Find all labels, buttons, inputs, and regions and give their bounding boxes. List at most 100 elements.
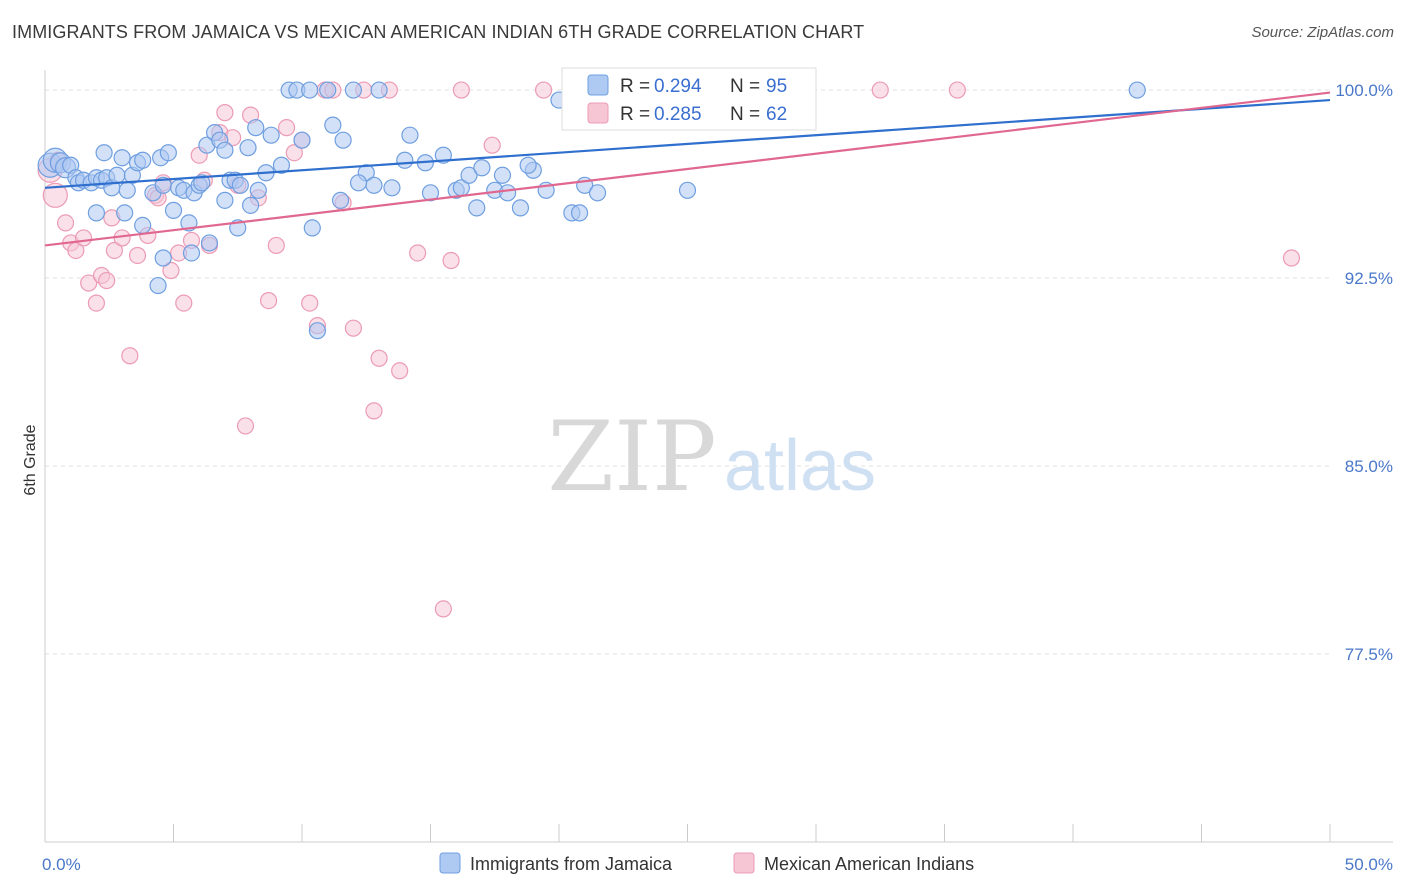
point-jamaica-73 [588, 184, 607, 202]
point-jamaica-52 [334, 131, 352, 149]
point-jamaica-67 [511, 199, 530, 217]
x-tick-label-1: 50.0% [1345, 855, 1393, 874]
point-jamaica-59 [421, 184, 440, 202]
point-mexican-46 [409, 244, 427, 262]
point-mexican-49 [452, 81, 470, 99]
point-jamaica-86 [331, 191, 350, 209]
legend-n-label-1: N = [730, 104, 760, 125]
point-jamaica-53 [344, 81, 362, 99]
bottom-legend-label-mexican: Mexican American Indians [764, 854, 974, 874]
point-mexican-13 [128, 246, 147, 265]
point-mexican-40 [344, 319, 362, 337]
legend-swatch-jamaica [587, 74, 609, 96]
point-mexican-1 [42, 182, 68, 208]
point-mexican-7 [87, 294, 106, 312]
point-jamaica-80 [216, 191, 234, 209]
point-jamaica-76 [149, 276, 167, 295]
point-jamaica-92 [519, 156, 537, 174]
point-mexican-12 [121, 347, 139, 365]
data-points [37, 81, 1301, 618]
point-jamaica-85 [308, 322, 327, 340]
point-jamaica-79 [200, 234, 219, 252]
point-mexican-9 [98, 271, 116, 290]
bottom-legend: Immigrants from Jamaica Mexican American… [439, 852, 974, 874]
point-jamaica-91 [493, 166, 512, 184]
point-mexican-35 [301, 294, 319, 312]
point-jamaica-90 [468, 199, 486, 217]
point-jamaica-21 [116, 204, 134, 222]
point-mexican-17 [162, 261, 180, 280]
point-jamaica-55 [365, 176, 383, 194]
legend-r-label-0: R = [620, 76, 650, 97]
point-jamaica-78 [182, 244, 201, 262]
watermark-zip: ZIP [547, 401, 716, 513]
legend-n-label-0: N = [730, 76, 760, 97]
watermark: ZIP atlas [547, 401, 876, 513]
point-jamaica-75 [678, 181, 697, 199]
point-jamaica-56 [370, 81, 388, 99]
point-jamaica-19 [134, 151, 152, 169]
point-jamaica-94 [1128, 81, 1146, 99]
point-jamaica-93 [570, 204, 589, 222]
point-mexican-51 [534, 81, 553, 99]
point-jamaica-66 [499, 184, 517, 202]
point-jamaica-37 [216, 141, 234, 159]
point-jamaica-49 [301, 81, 319, 99]
point-mexican-27 [236, 417, 255, 435]
watermark-atlas: atlas [724, 426, 876, 506]
legend-n-value-1: 62 [766, 104, 787, 125]
point-jamaica-44 [262, 126, 280, 144]
point-mexican-2 [56, 214, 75, 232]
point-jamaica-87 [349, 174, 368, 192]
point-jamaica-77 [154, 249, 172, 267]
point-jamaica-26 [159, 144, 177, 162]
point-mexican-57 [1282, 249, 1301, 267]
point-jamaica-64 [473, 159, 491, 177]
point-jamaica-84 [303, 219, 321, 237]
point-mexican-55 [871, 81, 889, 99]
bottom-legend-swatch-mexican [733, 852, 755, 874]
point-jamaica-16 [118, 181, 136, 199]
point-jamaica-33 [193, 174, 211, 192]
point-jamaica-48 [293, 131, 311, 149]
chart-title: IMMIGRANTS FROM JAMAICA VS MEXICAN AMERI… [12, 22, 865, 42]
legend: R = 0.294 N = 95 R = 0.285 N = 62 [561, 67, 817, 131]
point-mexican-24 [216, 104, 234, 122]
point-jamaica-22 [134, 216, 152, 235]
trend-lines [44, 91, 1331, 247]
bottom-legend-label-jamaica: Immigrants from Jamaica [470, 854, 673, 874]
point-jamaica-63 [460, 166, 478, 184]
y-tick-label-0: 100.0% [1335, 81, 1393, 100]
point-jamaica-14 [108, 166, 126, 184]
chart-source: Source: ZipAtlas.com [1251, 24, 1394, 41]
point-jamaica-88 [383, 179, 401, 197]
legend-swatch-mexican [587, 102, 609, 124]
point-mexican-10 [105, 241, 123, 260]
y-tick-label-1: 92.5% [1345, 269, 1393, 288]
point-mexican-5 [74, 229, 93, 247]
tick-labels: 100.0% 92.5% 85.0% 77.5% 0.0% 50.0% [42, 81, 1393, 874]
y-axis-label: 6th Grade [22, 424, 39, 495]
point-jamaica-60 [434, 146, 452, 164]
point-jamaica-42 [247, 119, 265, 137]
point-jamaica-50 [319, 81, 337, 99]
legend-n-value-0: 95 [766, 76, 787, 97]
point-jamaica-41 [239, 139, 257, 157]
point-mexican-47 [434, 600, 452, 618]
point-jamaica-45 [272, 156, 291, 174]
point-jamaica-82 [242, 196, 260, 214]
point-mexican-19 [175, 294, 193, 312]
point-mexican-56 [948, 81, 966, 99]
point-jamaica-40 [231, 176, 249, 194]
point-mexican-48 [442, 251, 460, 270]
point-mexican-45 [391, 362, 409, 380]
trend-line-jamaica [44, 98, 1331, 189]
point-jamaica-27 [164, 201, 183, 219]
point-jamaica-51 [324, 116, 342, 134]
point-mexican-43 [370, 349, 388, 367]
x-tick-label-0: 0.0% [42, 855, 81, 874]
point-jamaica-57 [396, 151, 414, 169]
point-mexican-42 [365, 402, 383, 420]
point-jamaica-11 [95, 144, 113, 162]
bottom-legend-swatch-jamaica [439, 852, 461, 874]
